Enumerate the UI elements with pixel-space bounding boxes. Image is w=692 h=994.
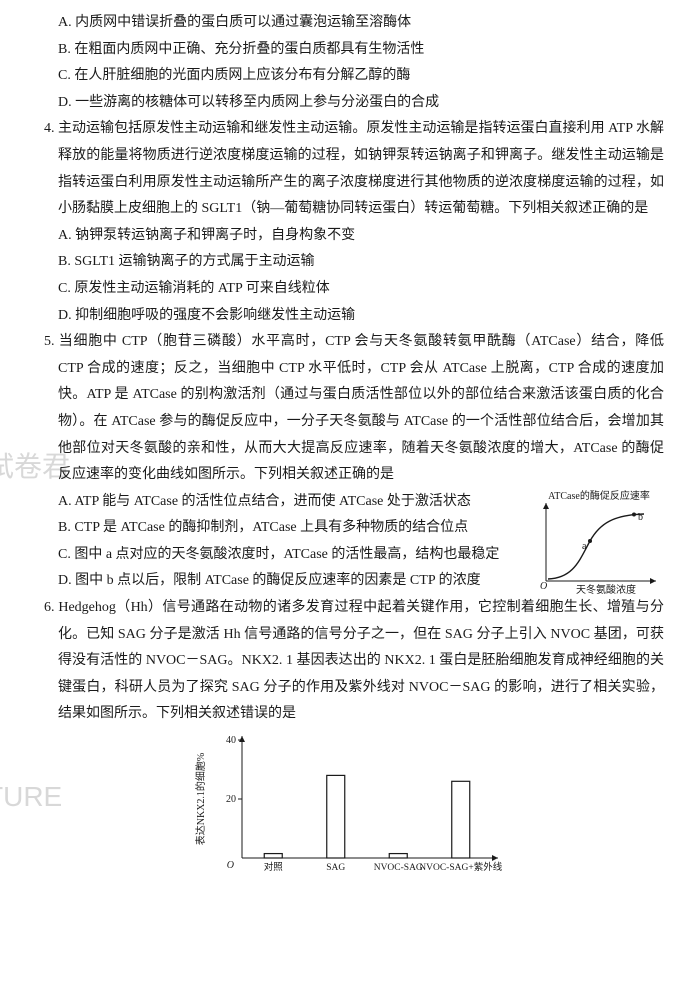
q5-option-a: A. ATP 能与 ATCase 的活性位点结合，进而使 ATCase 处于激活…: [58, 489, 524, 516]
svg-text:表达NKX2.1的细胞%: 表达NKX2.1的细胞%: [194, 753, 207, 846]
q6-bar-chart: 表达NKX2.1的细胞% 20 40 O 对照 SAG NVOC-SAGNVOC-SAG+紫…: [190, 732, 510, 887]
q5-figure: ATCase的酶促反应速率 a b O 天冬氨酸浓度: [534, 489, 664, 597]
q6-stem: 6. Hedgehog（Hh）信号通路在动物的诸多发育过程中起着关键作用，它控制…: [36, 595, 664, 728]
q3-option-c: C. 在人肝脏细胞的光面内质网上应该分布有分解乙醇的酶: [58, 63, 664, 90]
q3-option-b: B. 在粗面内质网中正确、充分折叠的蛋白质都具有生物活性: [58, 37, 664, 64]
q4-option-a: A. 钠钾泵转运钠离子和钾离子时，自身构象不变: [58, 223, 664, 250]
q3-option-d: D. 一些游离的核糖体可以转移至内质网上参与分泌蛋白的合成: [58, 90, 664, 117]
svg-text:O: O: [227, 860, 234, 871]
q5-origin: O: [540, 581, 547, 592]
svg-text:NVOC-SAG+紫外线: NVOC-SAG+紫外线: [419, 861, 502, 873]
q5-option-b: B. CTP 是 ATCase 的酶抑制剂，ATCase 上具有多种物质的结合位…: [58, 515, 524, 542]
q5-option-c: C. 图中 a 点对应的天冬氨酸浓度时，ATCase 的活性最高，结构也最稳定: [58, 542, 524, 569]
q4-option-c: C. 原发性主动运输消耗的 ATP 可来自线粒体: [58, 276, 664, 303]
q4-stem: 4. 主动运输包括原发性主动运输和继发性主动运输。原发性主动运输是指转运蛋白直接…: [36, 116, 664, 222]
svg-text:SAG: SAG: [326, 863, 345, 873]
q5-point-a: a: [582, 541, 587, 552]
q5-point-b: b: [638, 512, 643, 523]
page-content: A. 内质网中错误折叠的蛋白质可以通过囊泡运输至溶酶体 B. 在粗面内质网中正确…: [36, 10, 664, 887]
q5-stem: 5. 当细胞中 CTP（胞苷三磷酸）水平高时，CTP 会与天冬氨酸转氨甲酰酶（A…: [36, 329, 664, 489]
q3-option-a: A. 内质网中错误折叠的蛋白质可以通过囊泡运输至溶酶体: [58, 10, 664, 37]
svg-text:对照: 对照: [264, 861, 284, 873]
q4-option-b: B. SGLT1 运输钠离子的方式属于主动运输: [58, 249, 664, 276]
q5-xlabel: 天冬氨酸浓度: [576, 583, 636, 596]
q5-ylabel: ATCase的酶促反应速率: [548, 489, 650, 502]
svg-text:40: 40: [226, 735, 236, 746]
svg-text:NVOC-SAG: NVOC-SAG: [374, 863, 423, 873]
q4-option-d: D. 抑制细胞呼吸的强度不会影响继发性主动运输: [58, 303, 664, 330]
svg-text:20: 20: [226, 794, 236, 805]
